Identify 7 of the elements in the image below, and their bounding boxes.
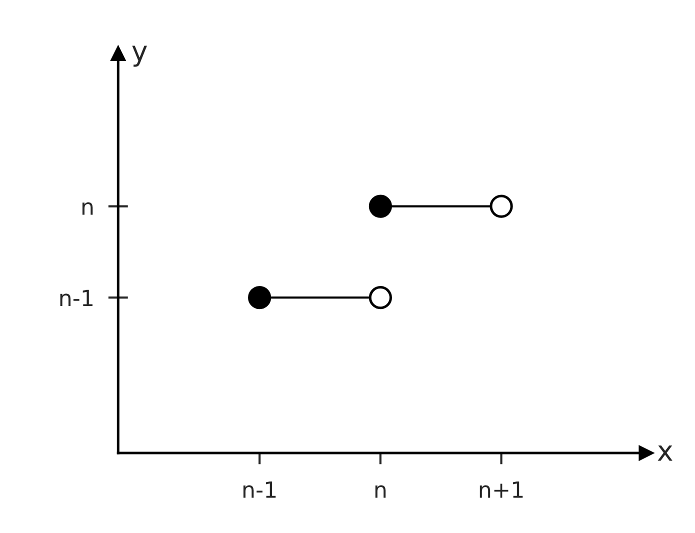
text: y bbox=[132, 46, 147, 67]
x-tick-label: n bbox=[375, 485, 386, 498]
x-axis-title: x bbox=[658, 446, 672, 461]
x-tick-label: n-1 bbox=[243, 482, 276, 498]
x-tick-label: n+1 bbox=[480, 482, 523, 498]
text: n bbox=[82, 202, 93, 215]
text: n-1 bbox=[60, 290, 92, 306]
